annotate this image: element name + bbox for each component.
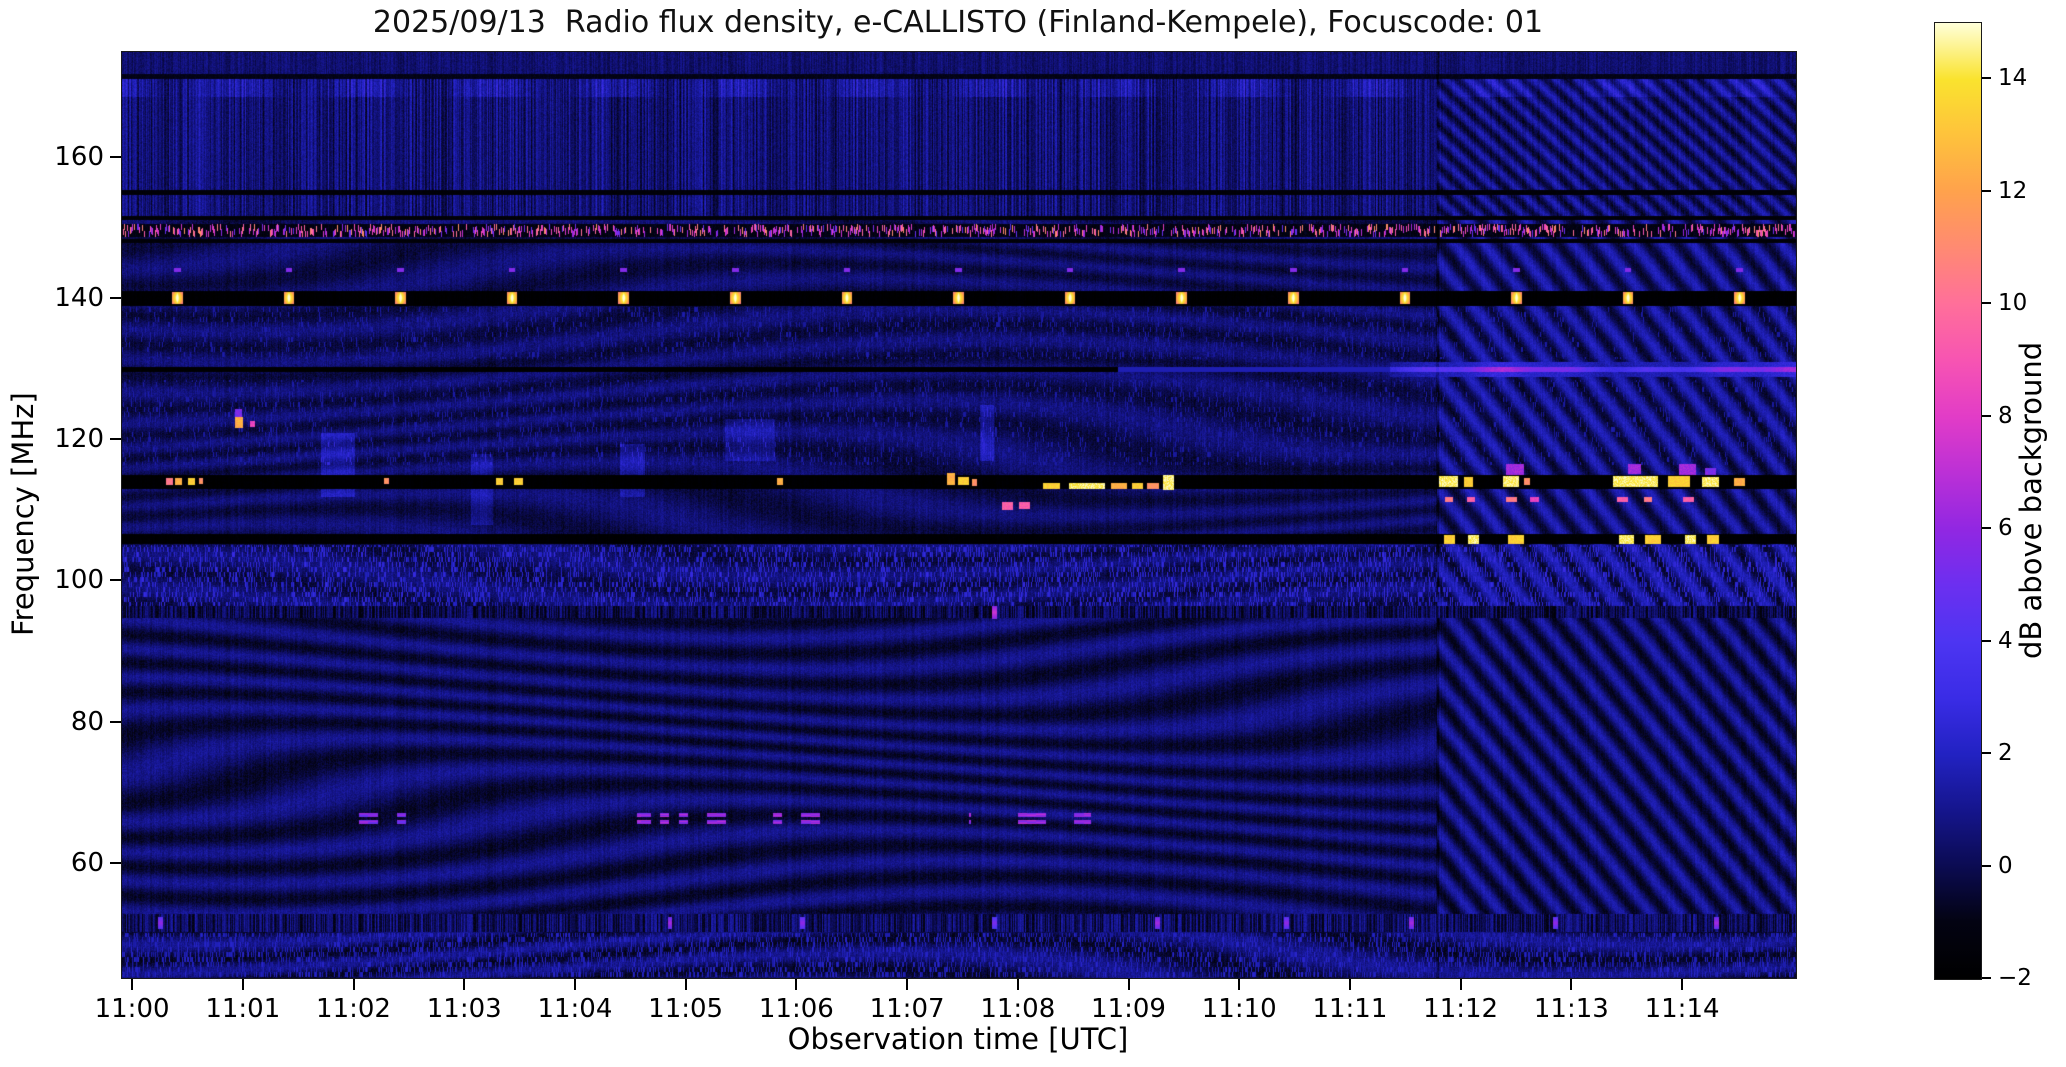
x-tick-mark	[241, 979, 244, 990]
x-tick-label: 11:14	[1644, 994, 1720, 1024]
x-tick-label: 11:01	[205, 994, 281, 1024]
y-axis-label: Frequency [MHz]	[6, 392, 40, 636]
x-tick-label: 11:06	[758, 994, 834, 1024]
y-tick-label: 100	[54, 565, 104, 596]
y-tick-mark	[110, 861, 121, 864]
colorbar-tick-mark	[1982, 977, 1991, 979]
colorbar-tick-mark	[1982, 77, 1991, 80]
colorbar-tick-mark	[1982, 639, 1991, 642]
x-tick-mark	[573, 979, 576, 990]
x-tick-label: 11:00	[94, 994, 170, 1024]
colorbar	[1934, 22, 1982, 980]
colorbar-tick-label: −2	[1998, 965, 2032, 991]
y-tick-mark	[110, 720, 121, 723]
y-tick-label: 140	[54, 283, 104, 314]
x-tick-mark	[795, 979, 798, 990]
colorbar-tick-mark	[1982, 414, 1991, 417]
x-tick-mark	[1681, 979, 1684, 990]
y-tick-label: 120	[54, 424, 104, 455]
x-tick-label: 11:10	[1201, 994, 1277, 1024]
x-tick-mark	[684, 979, 687, 990]
colorbar-tick-mark	[1982, 752, 1991, 755]
x-tick-label: 11:13	[1533, 994, 1609, 1024]
x-tick-label: 11:12	[1423, 994, 1499, 1024]
colorbar-tick-label: 0	[1998, 852, 2013, 879]
x-tick-label: 11:08	[980, 994, 1056, 1024]
x-tick-mark	[1459, 979, 1462, 990]
colorbar-tick-label: 2	[1998, 740, 2013, 767]
x-tick-mark	[131, 979, 134, 990]
x-tick-label: 11:09	[1091, 994, 1166, 1024]
colorbar-label: dB above background	[2014, 341, 2048, 659]
spectrogram-canvas	[122, 52, 1796, 978]
y-tick-mark	[110, 438, 121, 441]
x-axis-label: Observation time [UTC]	[787, 1022, 1129, 1056]
y-tick-mark	[110, 155, 121, 158]
colorbar-tick-label: 4	[1998, 627, 2013, 654]
x-tick-label: 11:11	[1312, 994, 1388, 1024]
x-tick-mark	[463, 979, 466, 990]
y-tick-mark	[110, 579, 121, 582]
x-tick-mark	[1348, 979, 1351, 990]
x-tick-mark	[1016, 979, 1019, 990]
colorbar-tick-label: 14	[1998, 65, 2028, 92]
colorbar-tick-label: 10	[1998, 290, 2028, 317]
x-tick-mark	[1570, 979, 1573, 990]
x-tick-label: 11:04	[537, 994, 613, 1024]
y-tick-label: 80	[70, 706, 104, 737]
colorbar-tick-mark	[1982, 302, 1991, 305]
x-tick-label: 11:02	[316, 994, 391, 1024]
colorbar-tick-mark	[1982, 189, 1991, 192]
chart-title: 2025/09/13 Radio flux density, e-CALLIST…	[372, 5, 1544, 40]
x-tick-label: 11:07	[869, 994, 945, 1024]
x-tick-mark	[352, 979, 355, 990]
colorbar-tick-label: 12	[1998, 177, 2028, 204]
colorbar-tick-label: 6	[1998, 515, 2013, 542]
x-tick-label: 11:03	[426, 994, 502, 1024]
colorbar-tick-label: 8	[1998, 402, 2013, 429]
colorbar-tick-mark	[1982, 864, 1991, 867]
y-tick-label: 60	[70, 847, 104, 878]
colorbar-tick-mark	[1982, 527, 1991, 530]
y-tick-mark	[110, 297, 121, 300]
x-tick-mark	[1127, 979, 1130, 990]
x-tick-label: 11:05	[648, 994, 724, 1024]
plot-area	[121, 51, 1797, 979]
x-tick-mark	[1238, 979, 1241, 990]
y-tick-label: 160	[54, 141, 104, 172]
x-tick-mark	[906, 979, 909, 990]
